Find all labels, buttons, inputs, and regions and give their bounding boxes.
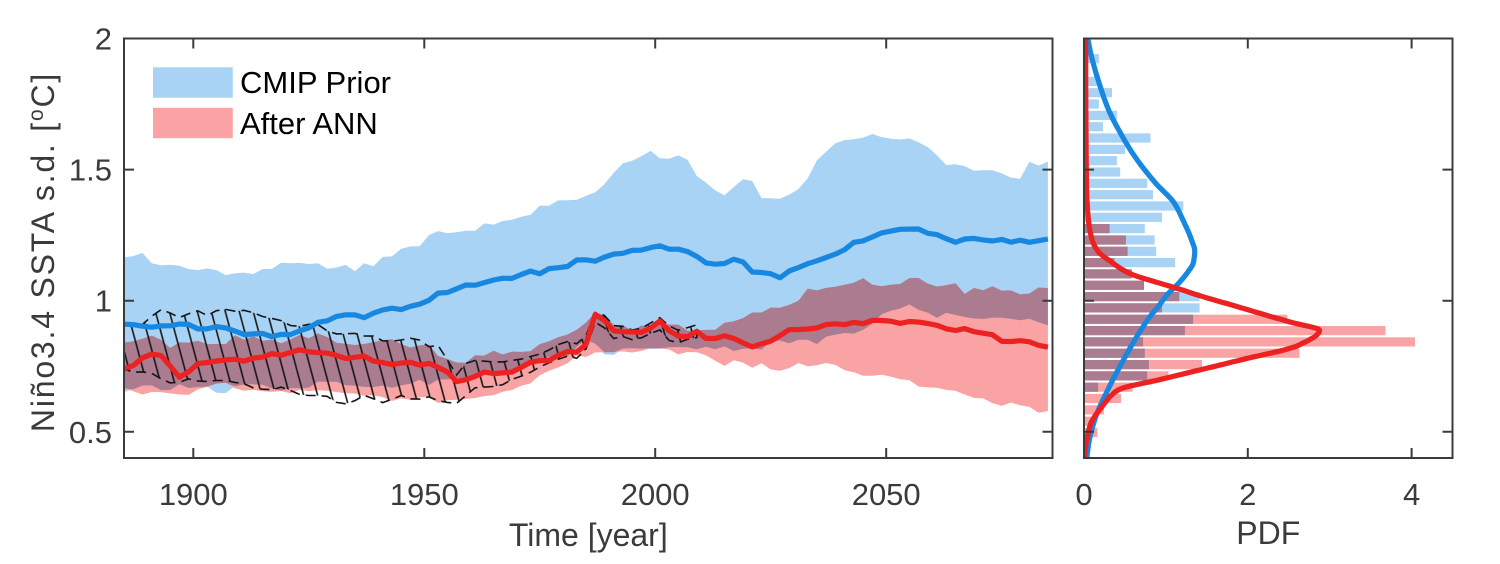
svg-text:1950: 1950 (390, 477, 459, 512)
svg-text:0.5: 0.5 (69, 415, 112, 450)
svg-text:4: 4 (1403, 477, 1420, 512)
svg-text:Time [year]: Time [year] (509, 517, 668, 553)
svg-text:2: 2 (1239, 477, 1256, 512)
svg-text:1900: 1900 (159, 477, 228, 512)
svg-text:2: 2 (95, 22, 112, 57)
svg-text:After ANN: After ANN (240, 106, 378, 141)
svg-text:1: 1 (95, 284, 112, 319)
svg-text:2050: 2050 (852, 477, 921, 512)
svg-text:PDF: PDF (1236, 515, 1300, 551)
svg-text:0: 0 (1075, 477, 1092, 512)
svg-text:2000: 2000 (621, 477, 690, 512)
svg-text:CMIP Prior: CMIP Prior (240, 65, 391, 100)
svg-text:1.5: 1.5 (69, 153, 112, 188)
svg-text:Niño3.4 SSTA s.d. [oC]: Niño3.4 SSTA s.d. [oC] (25, 72, 61, 432)
